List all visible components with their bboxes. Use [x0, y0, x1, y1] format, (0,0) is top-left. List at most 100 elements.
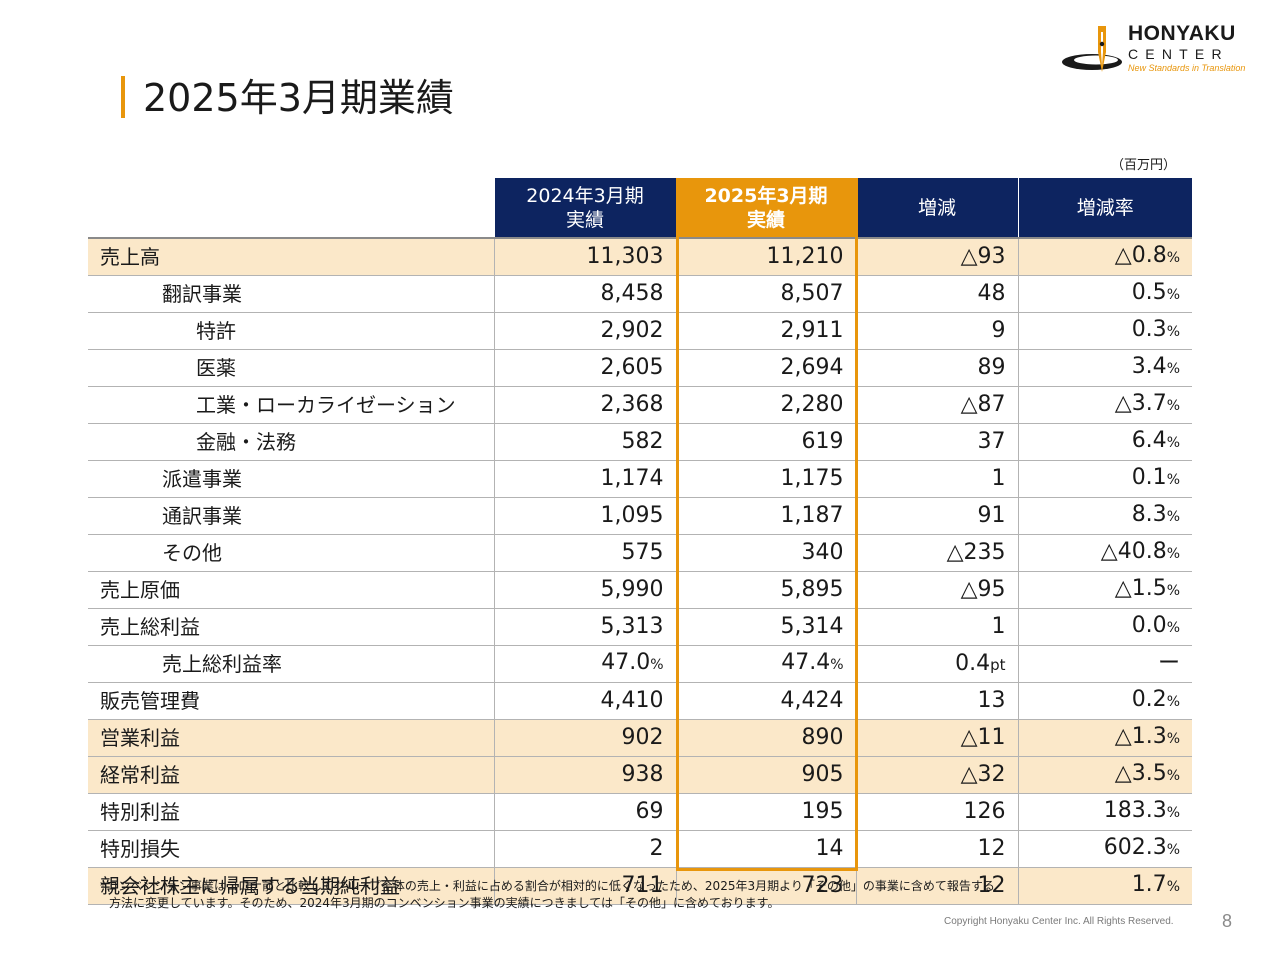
page-number: 8 — [1222, 911, 1233, 931]
cell-change-rate-value: △40.8 — [1100, 539, 1167, 564]
header-fy2024-actual: 実績 — [565, 208, 604, 231]
cell-change-rate-value: 3.4 — [1131, 354, 1167, 379]
cell-fy2024: 47.0% — [494, 645, 677, 683]
row-label: 営業利益 — [88, 719, 495, 757]
cell-change-rate: △3.5% — [1018, 756, 1192, 794]
cell-change-value: 13 — [977, 688, 1006, 713]
cell-fy2024: 711 — [494, 867, 677, 905]
cell-change: 91 — [856, 497, 1019, 535]
cell-fy2025-value: 2,911 — [780, 318, 844, 343]
cell-fy2025-value: 2,694 — [780, 355, 844, 380]
cell-fy2025: 2,280 — [676, 386, 857, 424]
cell-change-rate-unit: % — [1166, 324, 1180, 340]
header-fy2025-period: 2025年3月期 — [704, 184, 828, 207]
cell-change-rate-value: △3.5 — [1114, 761, 1167, 786]
footnote-line-1: *コンベンション事業はコロナ前と比較してグループ全体の売上・利益に占める割合が相… — [100, 879, 995, 893]
cell-fy2024: 1,174 — [494, 460, 677, 498]
cell-change-rate-unit: % — [1166, 805, 1180, 821]
cell-fy2025: 723 — [676, 867, 857, 905]
cell-change-rate-value: 6.4 — [1131, 428, 1167, 453]
cell-change: 9 — [856, 312, 1019, 350]
header-fy2024: 2024年3月期 実績 — [493, 178, 676, 238]
cell-fy2025-value: 1,175 — [780, 466, 844, 491]
cell-fy2024-value: 47.0 — [601, 650, 651, 675]
cell-change-value: 1 — [991, 614, 1006, 639]
cell-change: 12 — [856, 867, 1019, 905]
cell-fy2024-value: 582 — [621, 429, 664, 454]
cell-fy2025: 340 — [676, 534, 857, 572]
row-label: 翻訳事業 — [88, 275, 495, 313]
cell-fy2025-value: 905 — [801, 762, 844, 787]
cell-fy2025: 14 — [676, 830, 857, 868]
cell-change: 1 — [856, 460, 1019, 498]
cell-change-rate-value: △1.3 — [1114, 724, 1167, 749]
pen-nib-logo-icon — [1062, 26, 1122, 72]
cell-fy2024-value: 938 — [621, 762, 664, 787]
page-title: 2025年3月期業績 — [143, 76, 454, 120]
row-label: 売上総利益 — [88, 608, 495, 646]
cell-fy2024: 69 — [494, 793, 677, 831]
header-blank-cell — [88, 178, 494, 238]
cell-change-value: △87 — [960, 392, 1006, 417]
logo-tagline: New Standards in Translation — [1128, 63, 1246, 73]
cell-change-value: 0.4 — [955, 650, 991, 676]
cell-change-rate-unit: % — [1166, 250, 1180, 266]
table-row: 売上総利益率 47.0% 47.4% 0.4pt ー — [88, 645, 1192, 683]
cell-fy2024-value: 8,458 — [600, 281, 664, 306]
cell-change-rate: 6.4% — [1018, 423, 1192, 461]
cell-change-rate-value: △3.7 — [1114, 391, 1167, 416]
cell-fy2024-unit: % — [650, 657, 664, 673]
cell-fy2025-value: 723 — [801, 873, 844, 898]
cell-fy2024: 575 — [494, 534, 677, 572]
table-row: 特別損失 2 14 12 602.3% — [88, 830, 1192, 868]
cell-fy2025: 890 — [676, 719, 857, 757]
cell-change: △32 — [856, 756, 1019, 794]
cell-change-value: △93 — [960, 244, 1006, 269]
cell-change-rate-value: 0.1 — [1131, 465, 1167, 490]
row-label: 売上総利益率 — [88, 645, 495, 683]
copyright: Copyright Honyaku Center Inc. All Rights… — [944, 916, 1174, 927]
row-label: 医薬 — [88, 349, 495, 387]
cell-change: 89 — [856, 349, 1019, 387]
cell-fy2024: 938 — [494, 756, 677, 794]
cell-fy2024-value: 11,303 — [586, 244, 664, 269]
cell-change-rate: 0.0% — [1018, 608, 1192, 646]
cell-fy2024: 11,303 — [494, 237, 677, 276]
cell-change-rate-value: 0.0 — [1131, 613, 1167, 638]
cell-change: △95 — [856, 571, 1019, 609]
cell-fy2025-value: 1,187 — [780, 503, 844, 528]
cell-fy2024: 8,458 — [494, 275, 677, 313]
cell-fy2025-value: 5,314 — [780, 614, 844, 639]
cell-fy2025-value: 11,210 — [766, 244, 844, 269]
row-label: 販売管理費 — [88, 682, 495, 720]
table-row: 販売管理費 4,410 4,424 13 0.2% — [88, 682, 1192, 720]
cell-fy2025: 1,175 — [676, 460, 857, 498]
cell-fy2024: 2 — [494, 830, 677, 868]
cell-change-rate: 0.3% — [1018, 312, 1192, 350]
cell-fy2024: 2,368 — [494, 386, 677, 424]
cell-change-unit: pt — [990, 655, 1006, 674]
cell-change-value: 9 — [991, 318, 1006, 343]
cell-change-rate-unit: % — [1166, 361, 1180, 377]
table-row: その他 575 340 △235 △40.8% — [88, 534, 1192, 572]
cell-change-rate-unit: % — [1166, 694, 1180, 710]
row-label: 金融・法務 — [88, 423, 495, 461]
cell-change-rate-value: 0.3 — [1131, 317, 1167, 342]
cell-fy2024: 582 — [494, 423, 677, 461]
table-row: 特許 2,902 2,911 9 0.3% — [88, 312, 1192, 350]
cell-change-rate-unit: % — [1166, 546, 1180, 562]
cell-change-rate-value: △1.5 — [1114, 576, 1167, 601]
cell-change-value: △32 — [960, 762, 1006, 787]
footnote-line-2: 方法に変更しています。そのため、2024年3月期のコンベンション事業の実績につき… — [109, 896, 780, 910]
cell-change: 0.4pt — [856, 645, 1019, 683]
cell-fy2025: 5,895 — [676, 571, 857, 609]
row-label: 特別利益 — [88, 793, 495, 831]
cell-fy2025-value: 890 — [801, 725, 844, 750]
row-label: 親会社株主に帰属する当期純利益 — [88, 867, 495, 905]
cell-fy2025: 1,187 — [676, 497, 857, 535]
cell-fy2025-value: 8,507 — [780, 281, 844, 306]
table-row: 経常利益 938 905 △32 △3.5% — [88, 756, 1192, 794]
cell-change-rate-value: △0.8 — [1114, 243, 1167, 268]
cell-change-value: △11 — [960, 725, 1006, 750]
cell-fy2024: 5,990 — [494, 571, 677, 609]
